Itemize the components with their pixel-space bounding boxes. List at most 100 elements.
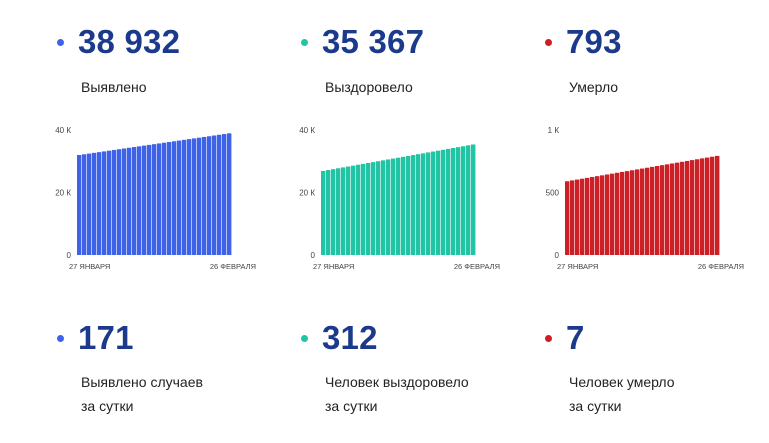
chart-bar — [331, 169, 336, 255]
deaths-daily-label-line2: за сутки — [569, 398, 622, 414]
deaths-daily-dot-icon — [545, 334, 552, 342]
deaths-chart: 1 К 500 0 27 ЯНВАРЯ 26 ФЕВРАЛЯ — [546, 126, 744, 271]
detected-total-label: Выявлено — [81, 79, 147, 95]
chart-bar — [461, 146, 466, 255]
chart-bar — [565, 181, 570, 255]
chart-bar — [421, 153, 426, 255]
y-tick-label: 500 — [546, 189, 560, 198]
chart-bar — [396, 157, 401, 255]
chart-bar — [167, 142, 172, 255]
chart-bar — [436, 150, 441, 255]
chart-bar — [202, 136, 207, 255]
y-tick-label: 0 — [67, 251, 72, 260]
chart-bar — [147, 144, 152, 255]
chart-bar — [321, 170, 326, 255]
recovered-chart: 40 К 20 К 0 27 ЯНВАРЯ 26 ФЕВРАЛЯ — [299, 126, 500, 271]
y-tick-label: 0 — [555, 251, 560, 260]
x-end-label: 26 ФЕВРАЛЯ — [454, 262, 500, 271]
chart-bar — [127, 147, 132, 255]
chart-bar — [122, 148, 127, 255]
recovered-daily-dot-icon — [301, 334, 308, 342]
deaths-daily: 7 — [545, 318, 585, 358]
chart-bar — [182, 139, 187, 255]
chart-bar — [381, 160, 386, 255]
chart-bar — [82, 154, 87, 255]
chart-bar — [715, 155, 720, 256]
deaths-total-value: 793 — [566, 23, 622, 60]
chart-bar — [356, 164, 361, 255]
chart-bar — [87, 153, 92, 255]
panel-recovered: 35 367 Выздоровело 40 К 20 К 0 27 ЯНВАРЯ 26 … — [299, 0, 551, 443]
chart-bar — [471, 144, 476, 255]
chart-bar — [595, 176, 600, 255]
chart-bar — [710, 156, 715, 255]
y-tick-label: 0 — [311, 251, 316, 260]
chart-bar — [605, 174, 610, 255]
detected-total-value: 38 932 — [78, 23, 181, 60]
chart-bar — [620, 171, 625, 255]
chart-bar — [615, 172, 620, 255]
chart-bar — [152, 144, 157, 255]
chart-bar — [326, 170, 331, 255]
detected-total: 38 932 — [57, 22, 180, 62]
chart-bar — [570, 180, 575, 255]
chart-bar — [391, 158, 396, 255]
chart-bar — [341, 167, 346, 255]
detected-daily-label-line2: за сутки — [81, 398, 134, 414]
panel-detected: 38 932 Выявлено 40 К 20 К 0 27 ЯНВАРЯ 26 ФЕВ… — [55, 0, 307, 443]
chart-bar — [336, 168, 341, 255]
chart-bar — [172, 141, 177, 255]
chart-bar — [655, 166, 660, 255]
recovered-daily-label-line2: за сутки — [325, 398, 378, 414]
deaths-total: 793 — [545, 22, 622, 62]
chart-bar — [446, 148, 451, 255]
chart-bar — [441, 149, 446, 255]
chart-bar — [227, 133, 232, 255]
detected-daily-label-line1: Выявлено случаев — [81, 374, 203, 390]
panel-deaths: 793 Умерло 1 К 500 0 27 ЯНВАРЯ 26 ФЕВРАЛЯ 7 … — [545, 0, 769, 443]
chart-bar — [630, 170, 635, 255]
chart-bar — [695, 159, 700, 255]
deaths-daily-label: Человек умерло за сутки — [569, 370, 675, 418]
chart-bar — [426, 152, 431, 255]
deaths-daily-value: 7 — [566, 319, 585, 356]
chart-bar — [162, 142, 167, 255]
y-tick-label: 40 К — [55, 126, 71, 135]
x-end-label: 26 ФЕВРАЛЯ — [210, 262, 256, 271]
recovered-total-value: 35 367 — [322, 23, 425, 60]
detected-daily-dot-icon — [57, 334, 64, 342]
chart-bar — [212, 135, 217, 255]
chart-bar — [217, 134, 222, 255]
chart-bar — [700, 158, 705, 255]
chart-bar — [102, 151, 107, 255]
detected-daily: 171 — [57, 318, 134, 358]
chart-bar — [197, 137, 202, 255]
detected-chart: 40 К 20 К 0 27 ЯНВАРЯ 26 ФЕВРАЛЯ — [55, 126, 256, 271]
chart-bar — [406, 155, 411, 255]
chart-bar — [456, 147, 461, 255]
chart-bar — [137, 146, 142, 255]
chart-bar — [451, 148, 456, 255]
chart-bar — [77, 155, 82, 255]
chart-bar — [107, 150, 112, 255]
x-start-label: 27 ЯНВАРЯ — [69, 262, 110, 271]
chart-bar — [600, 175, 605, 255]
chart-bar — [670, 163, 675, 255]
chart-bar — [680, 161, 685, 255]
chart-bar — [431, 151, 436, 255]
chart-bar — [376, 161, 381, 255]
chart-bar — [705, 157, 710, 255]
chart-bar — [590, 177, 595, 255]
chart-bar — [97, 152, 102, 255]
detected-daily-value: 171 — [78, 319, 134, 356]
chart-bar — [585, 177, 590, 255]
chart-bar — [625, 171, 630, 255]
chart-bar — [416, 154, 421, 255]
detected-dot-icon — [57, 38, 64, 46]
deaths-total-label: Умерло — [569, 79, 619, 95]
chart-bar — [157, 143, 162, 255]
recovered-total: 35 367 — [301, 22, 424, 62]
recovered-daily: 312 — [301, 318, 378, 358]
deaths-daily-label-line1: Человек умерло — [569, 374, 675, 390]
x-end-label: 26 ФЕВРАЛЯ — [698, 262, 744, 271]
